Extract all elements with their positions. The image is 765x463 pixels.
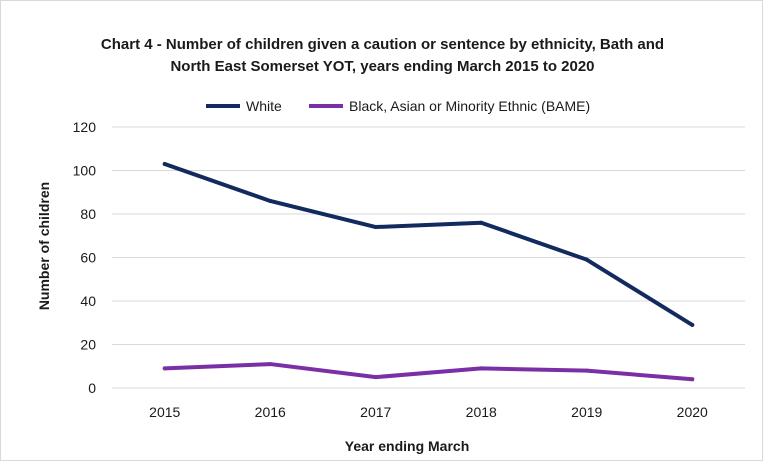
data-point-bame-2016 [268,362,273,367]
chart-title-line-1: Chart 4 - Number of children given a cau… [100,36,665,53]
y-tick-label: 80 [80,206,96,222]
x-tick-label: 2015 [149,404,180,420]
data-point-white-2016 [268,198,273,203]
data-point-bame-2017 [373,375,378,380]
legend: White Black, Asian or Minority Ethnic (B… [0,98,765,118]
series-line-white [162,161,695,327]
x-tick-label: 2018 [466,404,497,420]
legend-swatch-bame [309,104,343,108]
x-tick-label: 2020 [677,404,708,420]
x-tick-label: 2019 [571,404,602,420]
data-point-white-2019 [584,257,589,262]
legend-label-white: White [246,98,282,114]
data-point-white-2020 [690,322,695,327]
data-point-bame-2019 [584,368,589,373]
data-point-bame-2015 [162,366,167,371]
x-tick-label: 2017 [360,404,391,420]
data-point-white-2018 [479,220,484,225]
y-tick-label: 20 [80,337,96,353]
chart-title: Chart 4 - Number of children given a cau… [0,34,765,78]
legend-label-bame: Black, Asian or Minority Ethnic (BAME) [349,98,591,114]
data-point-bame-2018 [479,366,484,371]
legend-item-bame: Black, Asian or Minority Ethnic (BAME) [309,98,590,114]
legend-item-white: White [206,98,282,114]
chart-title-line-2: North East Somerset YOT, years ending Ma… [170,58,595,75]
y-tick-label: 100 [73,163,97,179]
data-point-white-2017 [373,225,378,230]
y-tick-label: 120 [73,119,97,135]
x-tick-label: 2016 [255,404,286,420]
legend-swatch-white [206,104,240,108]
y-tick-label: 0 [88,380,96,396]
series-line-bame [162,362,695,382]
y-tick-label: 40 [80,293,96,309]
data-point-white-2015 [162,161,167,166]
y-tick-label: 60 [80,250,96,266]
data-point-bame-2020 [690,377,695,382]
x-axis-label: Year ending March [344,438,470,454]
